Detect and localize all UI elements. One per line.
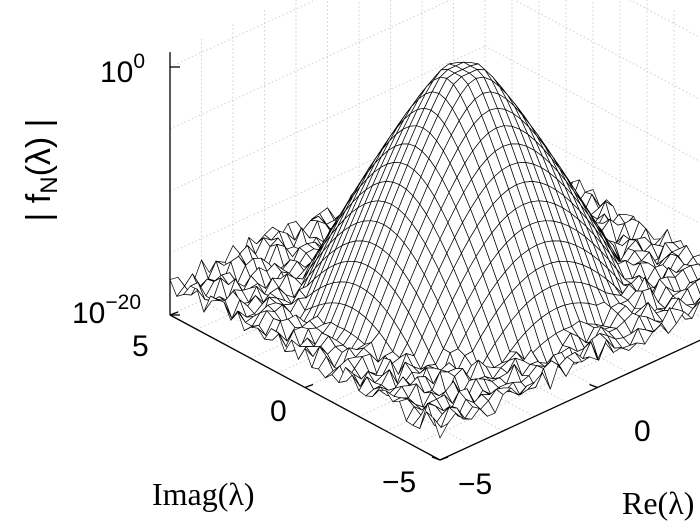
axis-lines [169, 52, 700, 461]
y-tick-neg5: −5 [382, 466, 416, 499]
y-tick-0: 0 [270, 395, 287, 428]
z-axis-label: | fN(λ) | [20, 118, 63, 221]
z-tick-1e-20: 10−20 [72, 291, 141, 330]
y-tick-5: 5 [132, 330, 149, 363]
surface-cell [432, 417, 449, 439]
x-axis-label: Re(λ) [622, 485, 694, 521]
x-tick-neg5: −5 [458, 468, 492, 501]
z-tick-1e0: 100 [100, 50, 145, 89]
surface-mesh [169, 61, 700, 439]
y-axis-label: Imag(λ) [152, 476, 255, 512]
x-tick-0: 0 [634, 415, 651, 448]
